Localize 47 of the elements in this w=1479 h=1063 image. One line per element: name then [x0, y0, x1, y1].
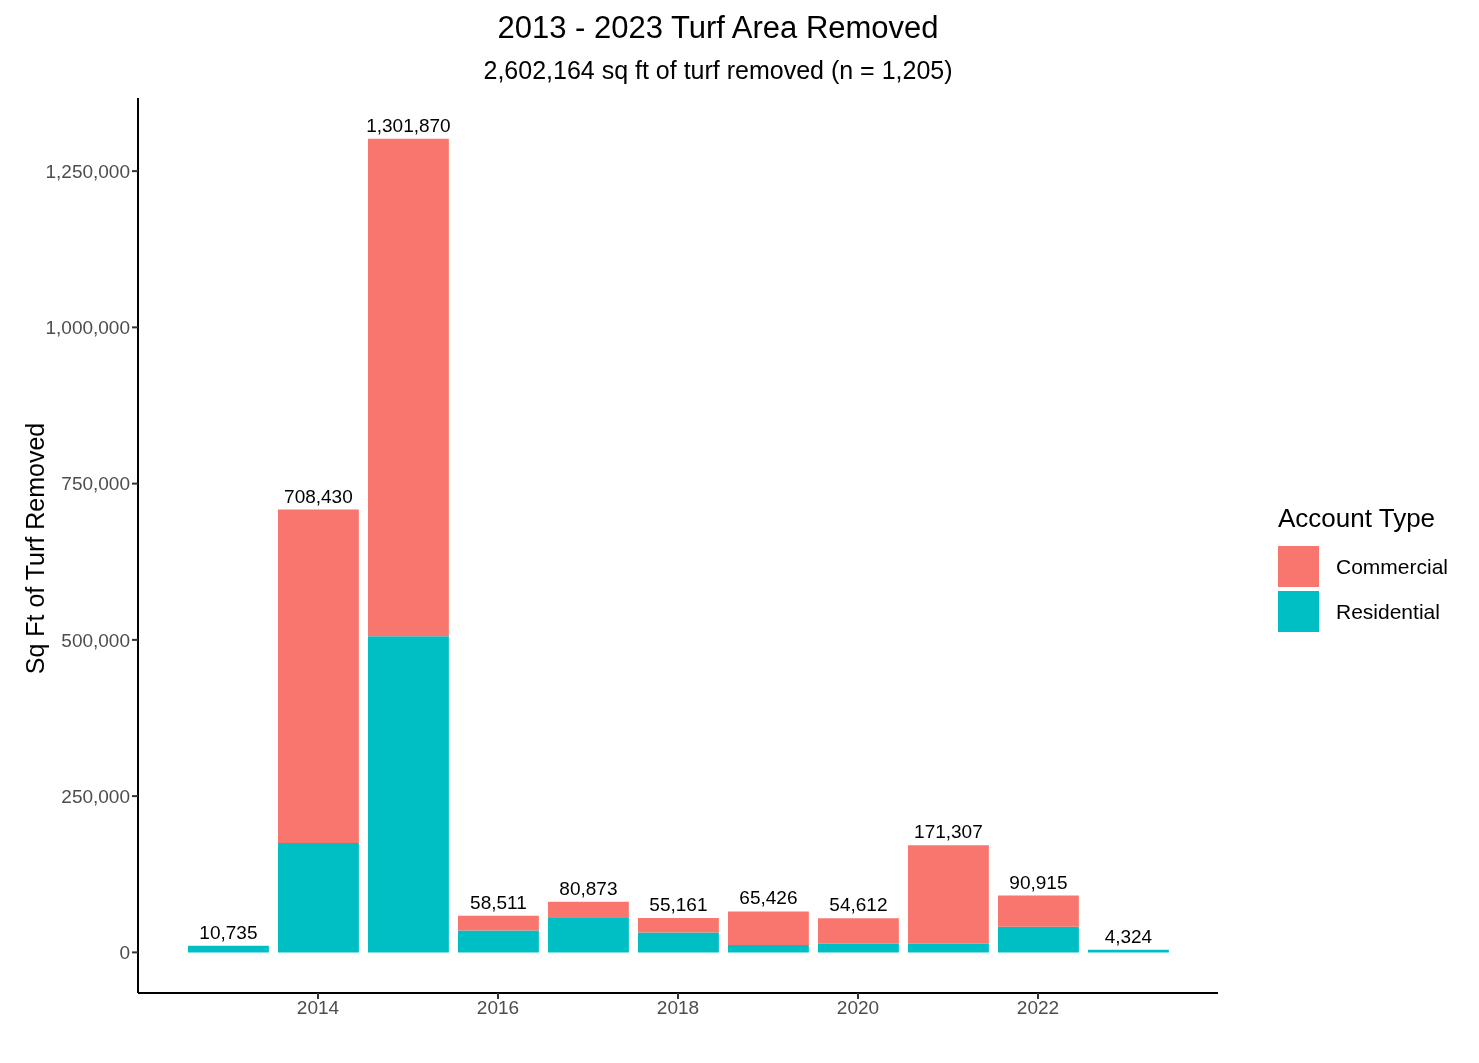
y-tick-label: 500,000 [61, 629, 130, 651]
total-label: 55,161 [649, 893, 708, 915]
total-label: 58,511 [470, 891, 527, 913]
x-tick-label: 2020 [836, 997, 880, 1019]
x-tick-label: 2018 [656, 997, 700, 1019]
bar [548, 901, 629, 918]
bar [908, 845, 989, 944]
total-label: 171,307 [914, 821, 983, 843]
total-label: 80,873 [559, 877, 618, 899]
bar [278, 509, 359, 843]
x-tick-label: 2016 [476, 997, 520, 1019]
bar [818, 918, 899, 944]
bar [638, 932, 719, 953]
bar [458, 915, 539, 931]
bar [188, 945, 269, 953]
y-tick-label: 1,250,000 [45, 160, 130, 182]
y-tick-label: 0 [119, 942, 130, 964]
bar [368, 138, 449, 637]
y-tick-label: 1,000,000 [45, 317, 130, 339]
bar [638, 917, 719, 933]
total-label: 54,612 [829, 894, 888, 916]
y-tick-label: 250,000 [61, 785, 130, 807]
bar [998, 926, 1079, 953]
x-tick-label: 2022 [1016, 997, 1060, 1019]
x-tick-label: 2014 [296, 997, 340, 1019]
legend-title: Account Type [1278, 503, 1437, 534]
total-label: 708,430 [284, 485, 353, 507]
bar [458, 930, 539, 953]
total-label: 4,324 [1104, 925, 1153, 947]
chart-subtitle: 2,602,164 sq ft of turf removed (n = 1,205) [482, 56, 954, 85]
total-label: 90,915 [1009, 871, 1068, 893]
bar [728, 911, 809, 945]
bar [548, 918, 629, 953]
total-label: 65,426 [739, 887, 798, 909]
total-label: 1,301,870 [366, 114, 451, 136]
total-label: 10,735 [199, 921, 258, 943]
bar [908, 943, 989, 953]
legend-label: Residential [1336, 599, 1440, 624]
chart-title: 2013 - 2023 Turf Area Removed [496, 10, 940, 46]
bar [998, 895, 1079, 927]
bar [818, 943, 899, 953]
y-tick-label: 750,000 [61, 473, 130, 495]
legend-label: Commercial [1336, 554, 1449, 579]
bar [368, 636, 449, 953]
y-axis-title: Sq Ft of Turf Removed [21, 422, 51, 674]
bar [278, 843, 359, 953]
bar [728, 944, 809, 953]
